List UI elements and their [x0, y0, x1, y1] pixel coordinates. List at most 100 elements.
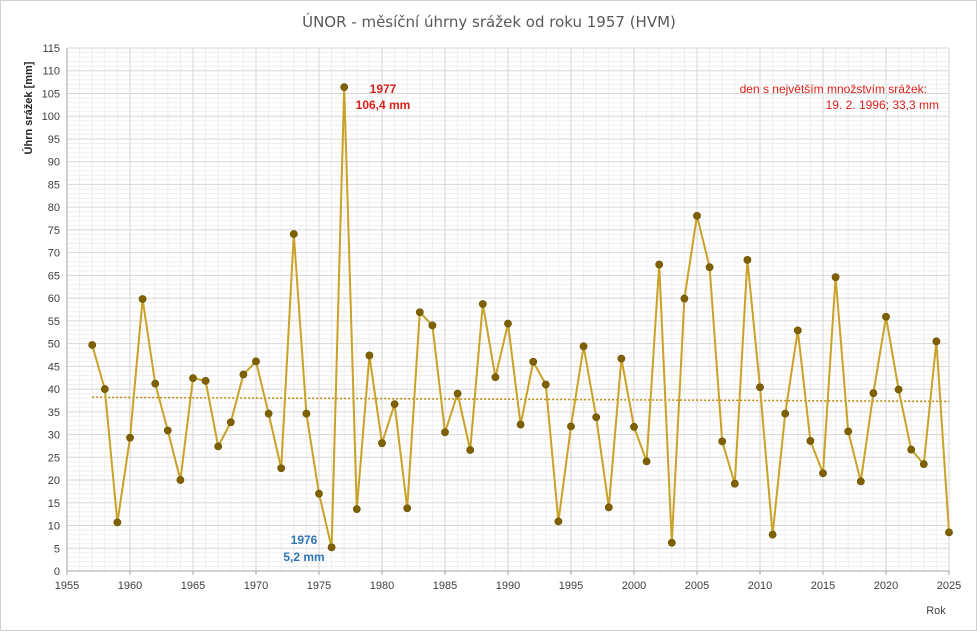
data-point — [932, 337, 941, 346]
data-point — [882, 312, 890, 321]
x-axis-label: Rok — [926, 605, 946, 617]
data-point — [844, 427, 853, 436]
data-point — [554, 517, 563, 526]
data-point — [945, 528, 953, 537]
x-tick-label: 1955 — [55, 580, 79, 592]
data-point — [403, 504, 412, 513]
data-point — [352, 505, 361, 514]
data-point — [378, 439, 386, 448]
y-tick-label: 45 — [48, 361, 60, 373]
data-point — [667, 538, 676, 547]
max-year-annotation: 1977 — [370, 82, 397, 96]
data-point — [680, 294, 689, 303]
note-line-2: 19. 2. 1996; 33,3 mm — [826, 98, 939, 112]
data-point — [201, 377, 210, 385]
y-tick-label: 50 — [48, 339, 60, 351]
data-point — [441, 428, 449, 437]
data-point — [113, 518, 122, 527]
data-markers — [88, 83, 953, 552]
x-tick-label: 1990 — [496, 580, 520, 592]
x-tick-label: 2000 — [622, 580, 646, 592]
y-tick-label: 5 — [54, 543, 60, 555]
y-axis-label: Úhrn srážek [mm] — [22, 61, 35, 154]
data-point — [189, 374, 197, 383]
data-point — [831, 273, 840, 282]
data-point — [919, 460, 928, 469]
data-point — [617, 354, 626, 363]
y-tick-label: 90 — [48, 157, 60, 169]
data-point — [869, 389, 878, 398]
x-tick-label: 2020 — [874, 580, 898, 592]
x-tick-label: 1985 — [433, 580, 457, 592]
y-tick-label: 0 — [54, 566, 60, 578]
data-point — [504, 319, 512, 328]
data-point — [907, 445, 916, 454]
grid-major — [67, 47, 950, 571]
data-point — [630, 422, 638, 431]
x-tick-label: 2005 — [685, 580, 709, 592]
data-point — [768, 530, 777, 539]
y-tick-label: 110 — [42, 66, 60, 78]
data-point — [756, 383, 764, 392]
y-tick-label: 115 — [42, 43, 60, 55]
data-point — [214, 442, 223, 451]
y-tick-label: 75 — [48, 225, 60, 237]
data-point — [705, 263, 714, 272]
chart-title: ÚNOR - měsíční úhrny srážek od roku 1957… — [302, 12, 676, 31]
data-point — [856, 477, 865, 486]
data-point — [567, 422, 575, 431]
data-point — [100, 385, 109, 393]
y-tick-label: 85 — [48, 179, 60, 191]
y-tick-label: 10 — [48, 521, 60, 533]
data-point — [541, 380, 550, 389]
data-point — [579, 342, 588, 351]
data-point — [302, 409, 311, 418]
data-point — [894, 385, 903, 394]
y-tick-label: 65 — [48, 270, 60, 282]
data-point — [516, 420, 525, 429]
data-point — [491, 373, 500, 382]
data-point — [743, 256, 752, 264]
y-tick-label: 60 — [48, 293, 60, 305]
data-point — [655, 260, 664, 269]
x-tick-label: 1960 — [118, 580, 142, 592]
data-point — [730, 479, 739, 488]
x-tick-label: 1965 — [181, 580, 205, 592]
y-tick-label: 35 — [48, 407, 60, 419]
note-line-1: den s největším množstvím srážek: — [740, 82, 927, 96]
y-tick-label: 100 — [42, 111, 60, 123]
x-tick-label: 1995 — [559, 580, 583, 592]
y-tick-labels: 0 5 10 15 20 25 30 35 40 45 50 55 60 65 70 75 80 85 90 95 10… — [42, 43, 60, 578]
min-value-annotation: 5,2 mm — [283, 550, 324, 564]
trend-line — [92, 396, 950, 403]
x-tick-label: 2025 — [937, 580, 961, 592]
data-point — [390, 400, 399, 408]
data-point — [592, 413, 601, 422]
data-point — [264, 409, 273, 418]
y-tick-label: 55 — [48, 316, 60, 328]
data-point — [806, 437, 815, 445]
data-point — [793, 326, 802, 335]
max-value-annotation: 106,4 mm — [356, 98, 411, 112]
data-point — [529, 357, 538, 366]
x-tick-label: 2015 — [811, 580, 835, 592]
data-point — [315, 489, 323, 498]
data-point — [151, 379, 160, 388]
data-point — [642, 457, 651, 466]
data-point — [478, 300, 487, 308]
x-tick-labels: 1955 1960 1965 1970 1975 1980 1985 1990 1995 2000… — [55, 580, 961, 592]
y-tick-label: 40 — [48, 384, 60, 396]
data-point — [138, 295, 147, 303]
data-point — [226, 418, 235, 427]
y-tick-label: 20 — [48, 475, 60, 487]
data-point — [88, 341, 97, 349]
data-point — [239, 370, 248, 379]
data-point — [126, 433, 134, 442]
data-point — [693, 211, 701, 220]
y-tick-label: 80 — [48, 202, 60, 214]
y-tick-label: 15 — [48, 498, 60, 510]
data-point — [365, 351, 374, 360]
data-point — [252, 357, 260, 366]
